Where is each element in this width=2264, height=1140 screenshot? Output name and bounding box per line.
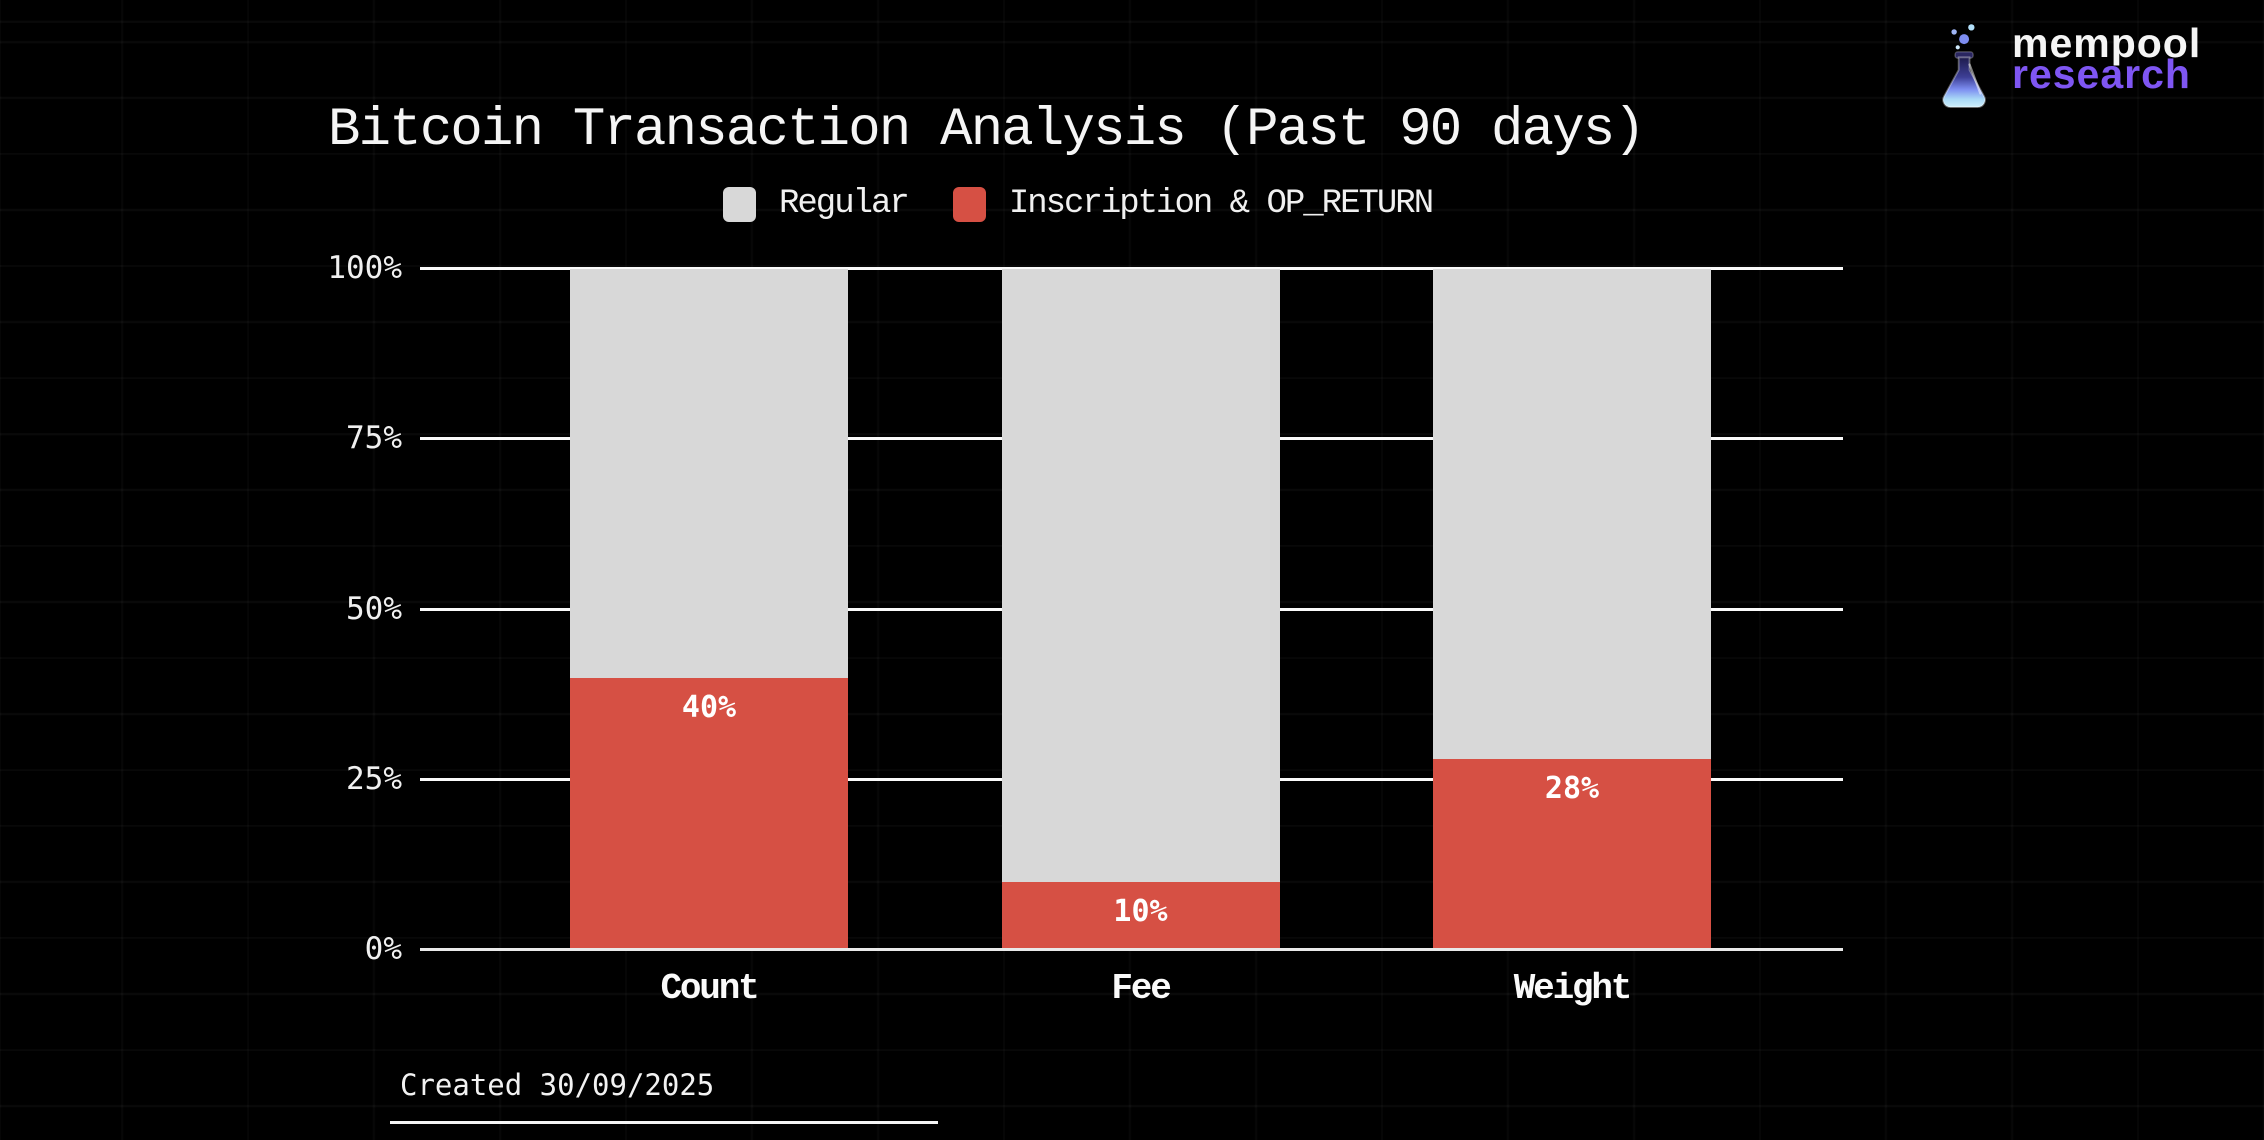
y-tick-label: 0% — [364, 931, 402, 967]
bar-segment-inscription: 10% — [1001, 881, 1280, 950]
stacked-bar-fee: 10% — [1001, 269, 1280, 950]
logo-wordmark: mempool research — [2012, 20, 2202, 112]
legend-item: Inscription & OP_RETURN — [952, 185, 1434, 223]
x-axis-label-count: Count — [660, 968, 759, 1009]
gridline — [420, 267, 1843, 270]
plot-area: 0% 25% 50% 75% 100% 40% Count 10% Fee 28% Weight — [327, 253, 1843, 1009]
legend-swatch-icon — [952, 186, 986, 222]
chart-legend: Regular Inscription & OP_RETURN — [723, 185, 1434, 223]
legend-label: Inscription & OP_RETURN — [1008, 185, 1434, 223]
x-axis-line — [420, 948, 1843, 951]
footer-underline — [390, 1121, 938, 1124]
bar-segment-regular — [1433, 269, 1711, 760]
stacked-bar-count: 40% — [570, 269, 848, 950]
legend-item: Regular — [723, 185, 910, 223]
bar-segment-regular — [1001, 269, 1280, 882]
bar-value-label: 40% — [681, 689, 737, 725]
y-tick-label: 75% — [346, 420, 402, 457]
created-date-label: Created 30/09/2025 — [400, 1068, 715, 1102]
y-tick-label: 100% — [327, 250, 402, 286]
y-tick-label: 50% — [346, 590, 402, 627]
mempool-research-logo: mempool research — [1936, 8, 2201, 112]
stacked-bar-weight: 28% — [1433, 269, 1711, 950]
bar-value-label: 10% — [1113, 893, 1168, 929]
legend-swatch-icon — [723, 186, 756, 222]
bar-segment-inscription: 28% — [1433, 759, 1711, 950]
chart-title: Bitcoin Transaction Analysis (Past 90 da… — [328, 100, 1646, 161]
legend-label: Regular — [779, 185, 910, 223]
y-tick-label: 25% — [346, 760, 402, 797]
bar-segment-inscription: 40% — [570, 677, 848, 950]
flask-icon — [1942, 24, 1986, 109]
x-axis-label-fee: Fee — [1111, 968, 1171, 1009]
logo-word-mempool: mempool — [2012, 20, 2202, 66]
x-axis-label-weight: Weight — [1513, 968, 1633, 1009]
bar-value-label: 28% — [1544, 771, 1600, 807]
bar-segment-regular — [570, 269, 848, 678]
logo-word-research: research — [2012, 51, 2191, 97]
